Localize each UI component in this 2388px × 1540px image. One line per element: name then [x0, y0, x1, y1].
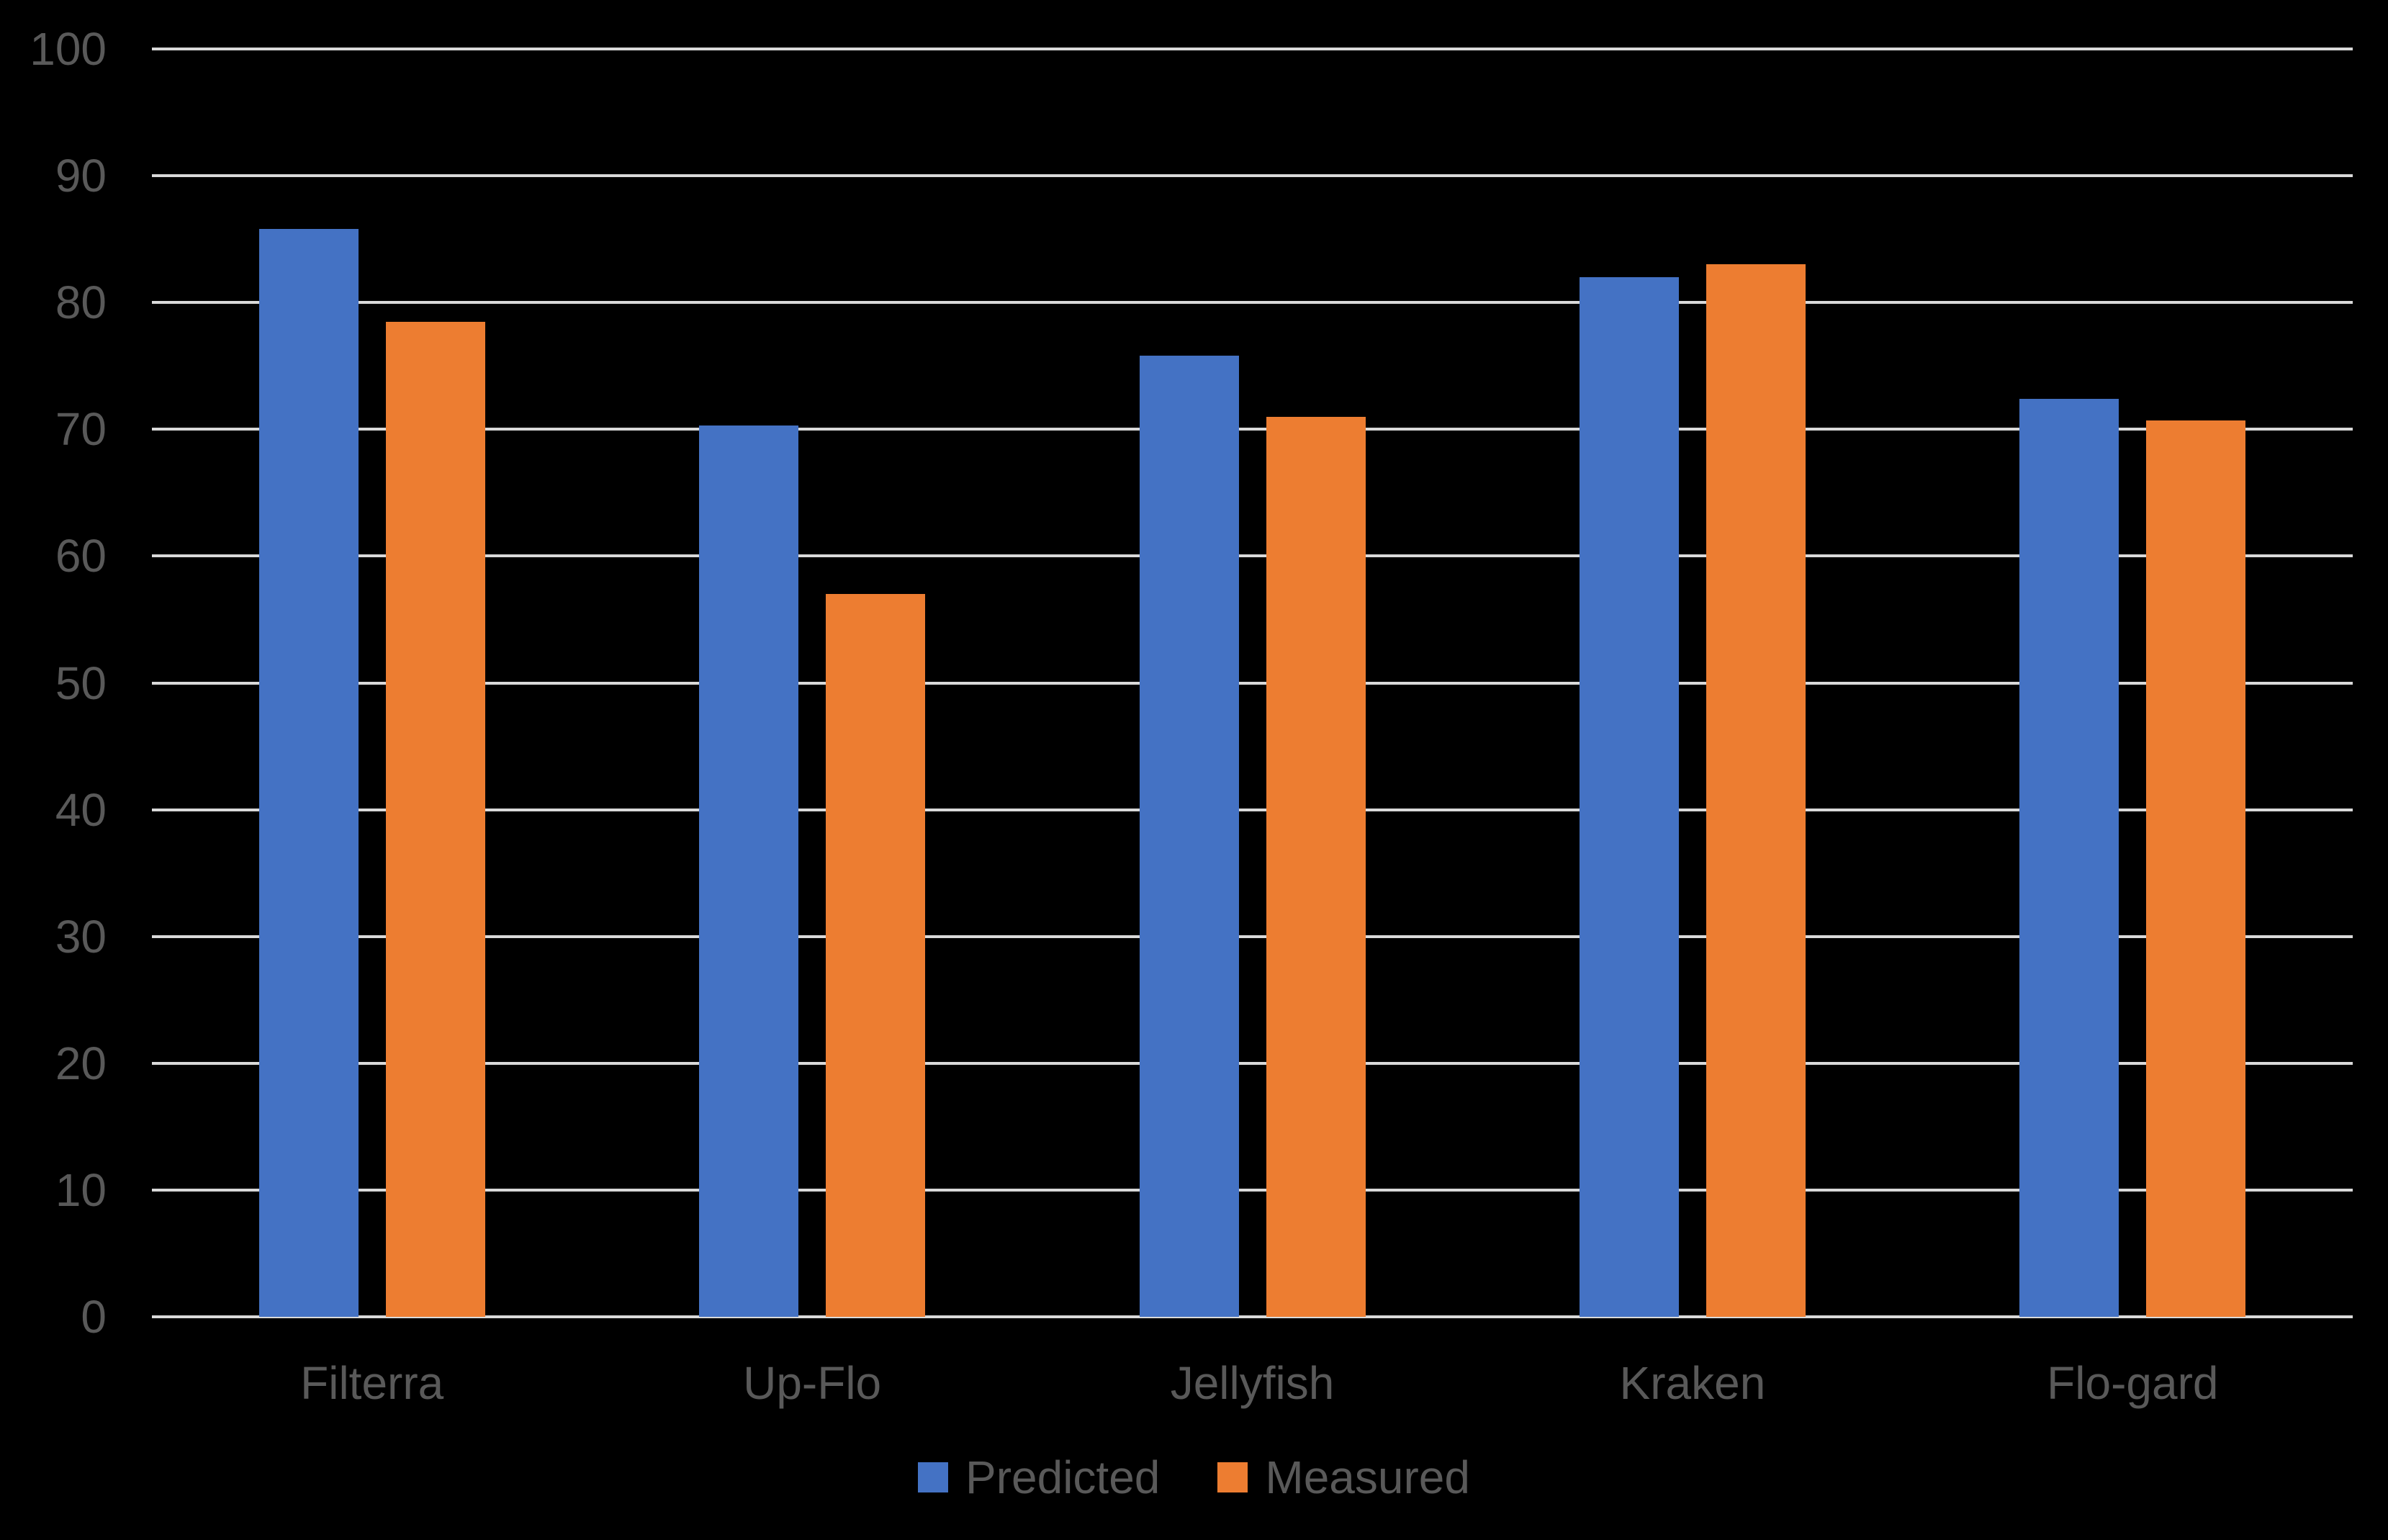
legend-label-predicted: Predicted	[965, 1451, 1161, 1503]
x-axis-category-label: Filterra	[300, 1357, 444, 1409]
plot-area	[152, 48, 2353, 1318]
bar-predicted-filterra[interactable]	[258, 229, 359, 1317]
bar-measured-kraken[interactable]	[1706, 264, 1806, 1317]
gridline	[152, 1188, 2353, 1192]
y-axis-tick-label: 60	[55, 530, 107, 582]
legend-item-measured[interactable]: Measured	[1217, 1451, 1470, 1504]
x-axis-category-label: Kraken	[1619, 1357, 1766, 1409]
measured-swatch-icon	[1217, 1462, 1248, 1492]
gridline	[152, 1061, 2353, 1065]
x-axis-labels: Filterra Up-Flo Jellyfish Kraken Flo-gard	[152, 1336, 2353, 1430]
legend-label-measured: Measured	[1265, 1451, 1470, 1503]
gridline	[152, 935, 2353, 938]
y-axis-tick-label: 100	[30, 23, 107, 75]
x-axis-category-label: Up-Flo	[743, 1357, 882, 1409]
x-axis-category-label: Flo-gard	[2047, 1357, 2219, 1409]
bar-group-filterra	[152, 49, 592, 1317]
gridline	[152, 1315, 2353, 1318]
bar-predicted-jellyfish[interactable]	[1139, 356, 1239, 1317]
bar-predicted-kraken[interactable]	[1579, 276, 1679, 1317]
bar-measured-filterra[interactable]	[385, 321, 485, 1317]
gridline	[152, 48, 2353, 50]
y-axis-tick-label: 70	[55, 403, 107, 456]
bar-group-jellyfish	[1032, 49, 1472, 1317]
gridline	[152, 428, 2353, 431]
bar-measured-flo-gard[interactable]	[2146, 420, 2246, 1317]
y-axis-tick-label: 40	[55, 783, 107, 836]
gridline	[152, 554, 2353, 558]
y-axis-tick-label: 30	[55, 910, 107, 963]
bar-group-kraken	[1472, 49, 1912, 1317]
bar-groups	[152, 49, 2353, 1317]
x-axis-category-label: Jellyfish	[1170, 1357, 1335, 1409]
bar-measured-up-flo[interactable]	[826, 594, 926, 1317]
predicted-swatch-icon	[918, 1462, 949, 1492]
bar-group-up-flo	[592, 49, 1032, 1317]
y-axis-tick-label: 10	[55, 1163, 107, 1216]
y-axis-tick-label: 90	[55, 150, 107, 202]
y-axis-tick-label: 50	[55, 657, 107, 709]
y-axis-labels: 0 10 20 30 40 50 60 70 80 90 100	[0, 26, 107, 1340]
gridline	[152, 808, 2353, 811]
legend: Predicted Measured	[0, 1441, 2388, 1513]
bar-measured-jellyfish[interactable]	[1266, 416, 1366, 1317]
bar-group-flo-gard	[1913, 49, 2353, 1317]
bar-predicted-up-flo[interactable]	[699, 425, 799, 1317]
y-axis-tick-label: 0	[81, 1291, 107, 1343]
y-axis-tick-label: 80	[55, 276, 107, 329]
legend-item-predicted[interactable]: Predicted	[918, 1451, 1160, 1504]
bar-predicted-flo-gard[interactable]	[2019, 399, 2119, 1317]
gridline	[152, 681, 2353, 685]
gridline	[152, 301, 2353, 305]
gridline	[152, 174, 2353, 178]
y-axis-tick-label: 20	[55, 1037, 107, 1089]
